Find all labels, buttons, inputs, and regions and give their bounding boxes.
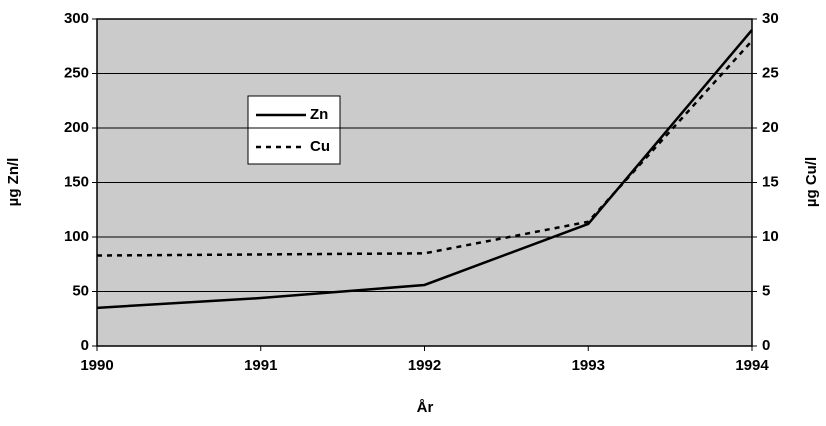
x-tick-label: 1992 [408,357,441,374]
y2-tick-label: 30 [762,10,779,27]
y-tick-label: 150 [64,173,89,190]
y2-axis-label: µg Cu/l [803,157,820,207]
x-tick-label: 1990 [80,357,113,374]
y2-tick-label: 25 [762,64,779,81]
y-tick-label: 250 [64,64,89,81]
series-line [96,29,753,310]
x-tick-label: 1994 [735,357,769,374]
y-tick-label: 200 [64,119,89,136]
x-tick-label: 1991 [244,357,277,374]
y2-tick-label: 5 [762,282,770,299]
y-tick-label: 100 [64,228,89,245]
legend-label: Zn [310,106,328,123]
y-tick-label: 0 [81,337,89,354]
y-tick-label: 300 [64,10,89,27]
y2-tick-label: 0 [762,337,770,354]
legend [247,95,341,165]
y2-tick-label: 10 [762,228,779,245]
y2-tick-label: 20 [762,119,779,136]
x-axis-label: År [417,399,434,416]
y-tick-label: 50 [72,282,89,299]
x-tick-label: 1993 [572,357,605,374]
y2-tick-label: 15 [762,173,779,190]
legend-label: Cu [310,138,330,155]
y-axis-label: µg Zn/l [5,158,22,207]
